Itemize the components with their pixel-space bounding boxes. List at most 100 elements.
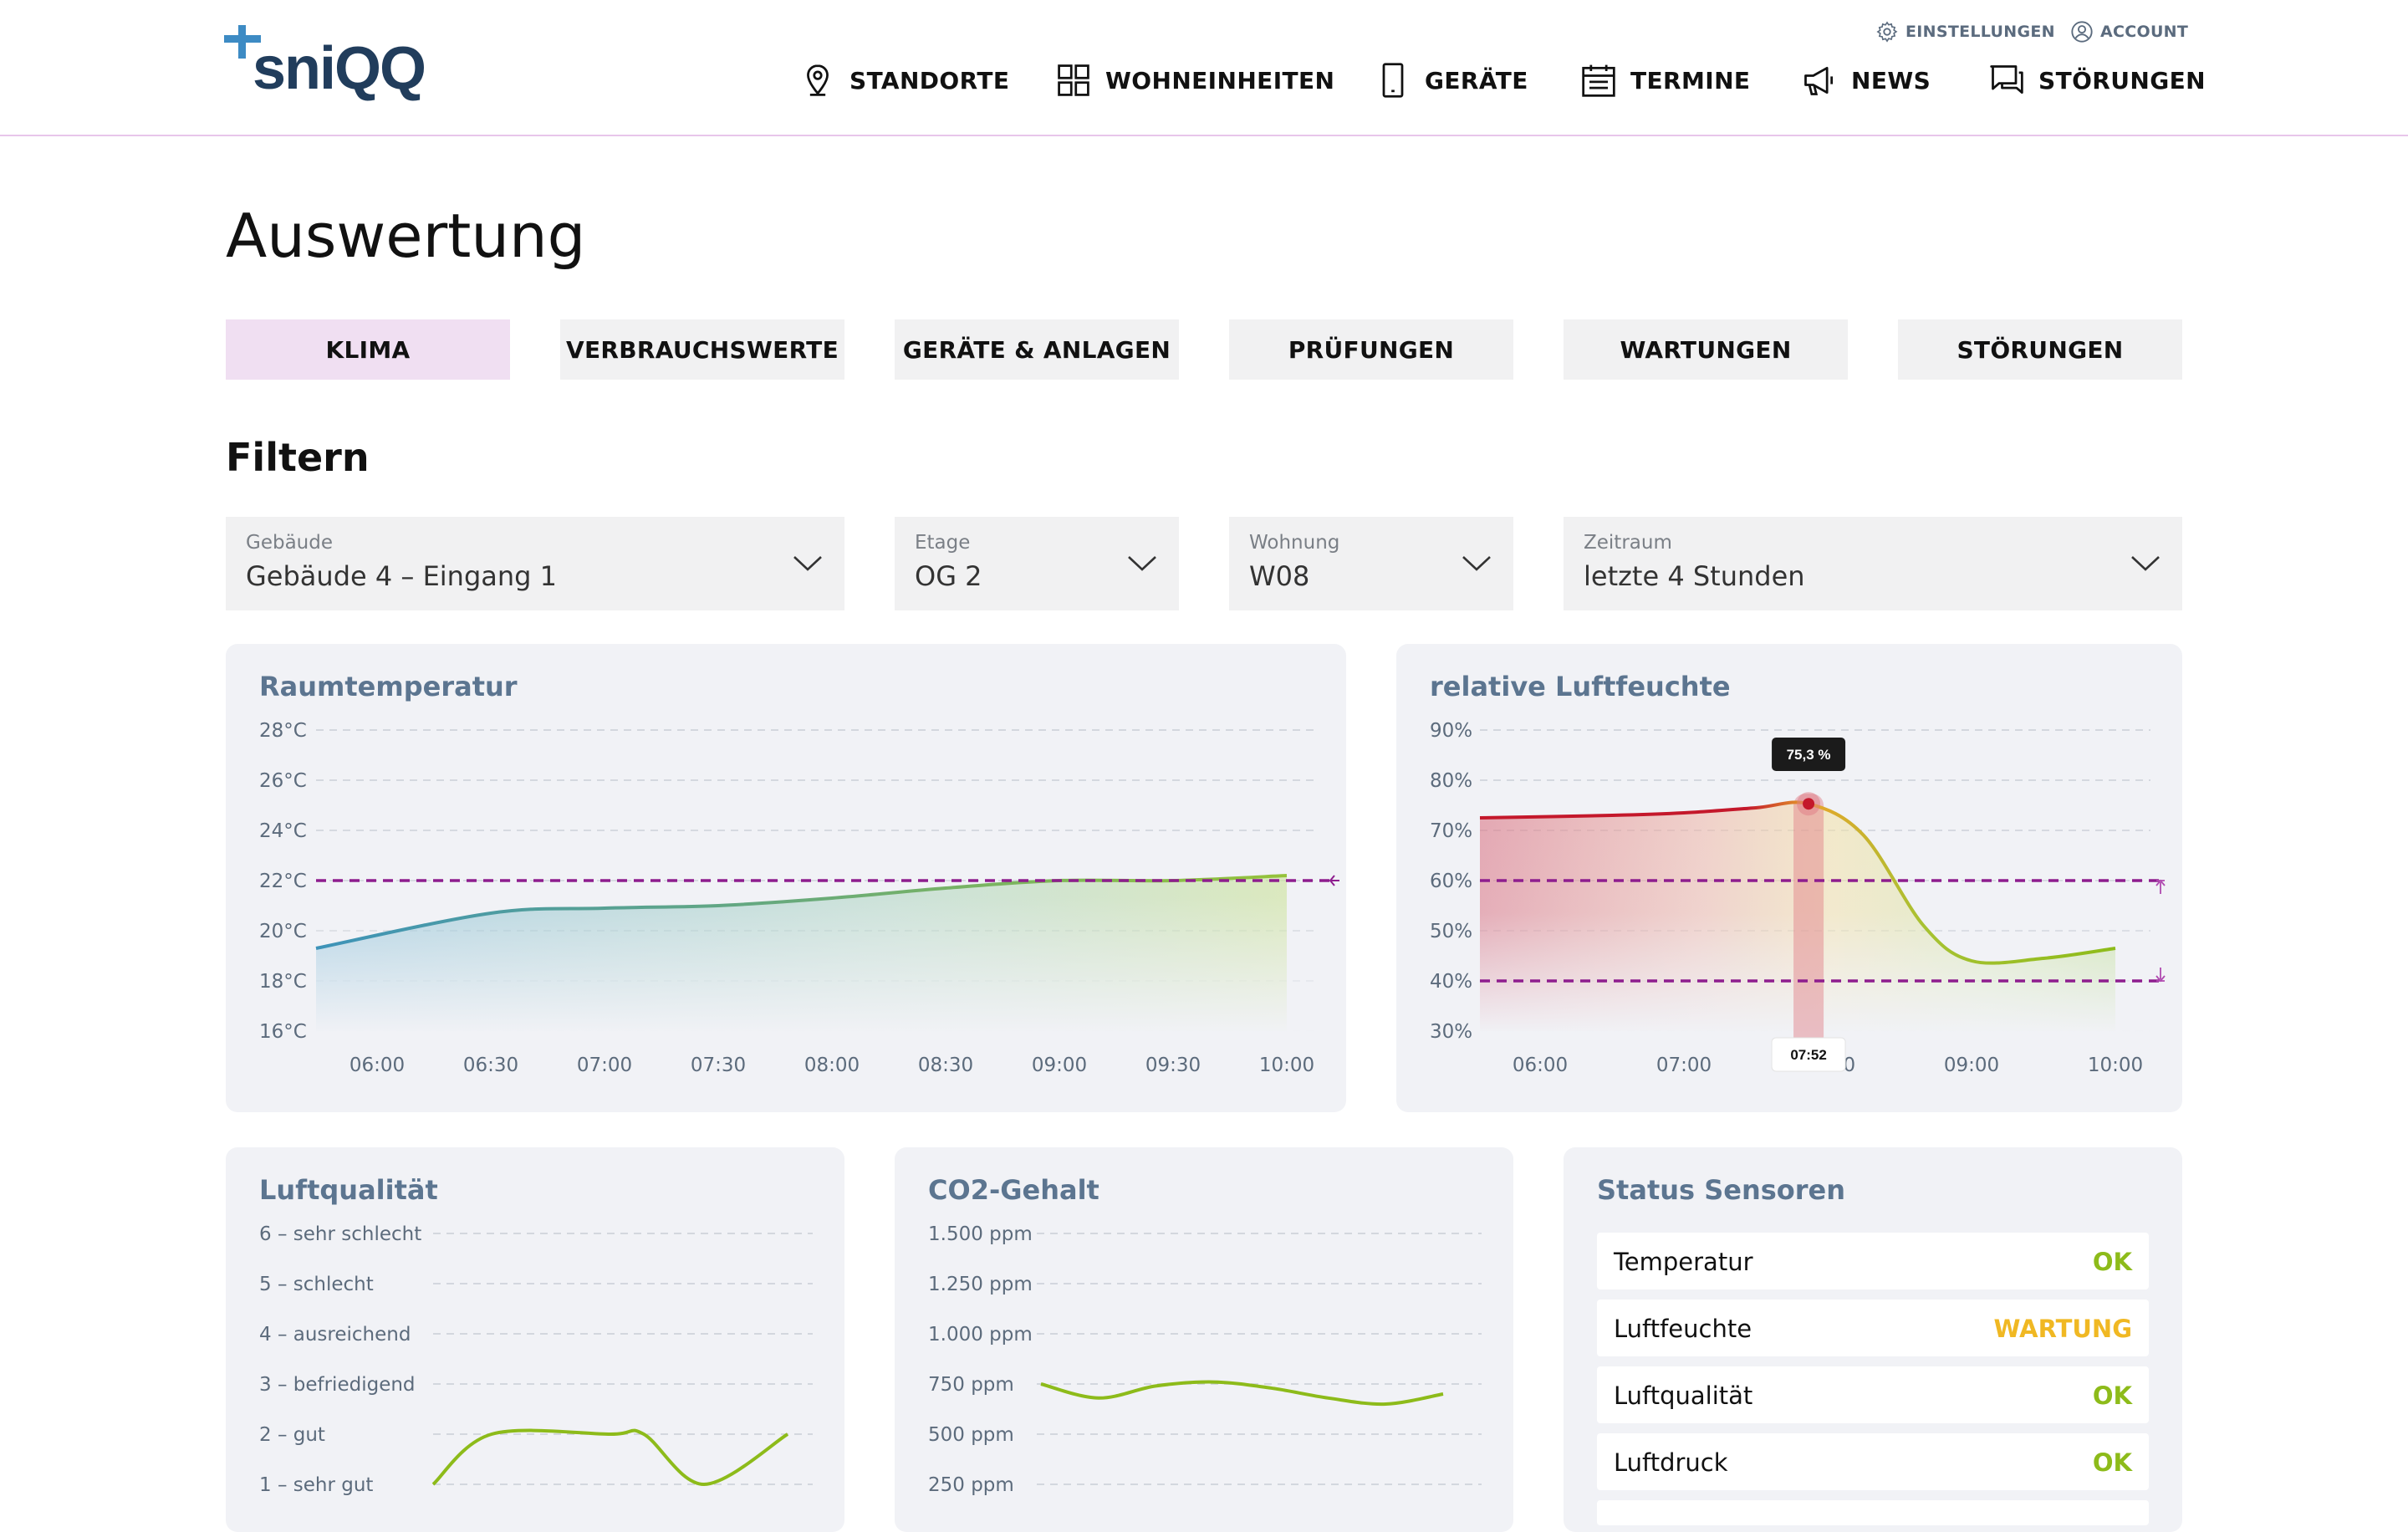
y-tick-label: 1.000 ppm (928, 1324, 1033, 1346)
air-quality-card: Luftqualität 6 – sehr schlecht 5 – schlec… (226, 1147, 844, 1532)
nav-item-termine[interactable]: TERMINE (1580, 62, 1750, 99)
air-quality-chart[interactable]: 6 – sehr schlecht 5 – schlecht 4 – ausreic… (226, 1147, 844, 1505)
apartment-select-label: Wohnung (1249, 532, 1340, 554)
x-tick-label: 07:00 (1656, 1055, 1712, 1076)
x-tick-label: 07:00 (577, 1055, 632, 1076)
y-tick-label: 6 – sehr schlecht (259, 1223, 421, 1245)
tooltip-time: 07:52 (1790, 1047, 1826, 1063)
tab-geraete-anlagen[interactable]: GERÄTE & ANLAGEN (895, 319, 1179, 380)
limit-marker-icon (1329, 875, 1339, 886)
nav-item-stoerungen[interactable]: STÖRUNGEN (1988, 62, 2206, 99)
tab-wartungen[interactable]: WARTUNGEN (1564, 319, 1848, 380)
tab-stoerungen[interactable]: STÖRUNGEN (1898, 319, 2182, 380)
megaphone-icon (1804, 66, 1834, 95)
nav-label: GERÄTE (1425, 66, 1528, 94)
temperature-line (315, 874, 1288, 950)
account-label: ACCOUNT (2100, 23, 2189, 41)
nav-label: NEWS (1851, 66, 1931, 94)
building-select-label: Gebäude (246, 532, 333, 554)
chevron-down-icon (2131, 556, 2160, 571)
x-tick-label: 09:00 (1944, 1055, 1999, 1076)
y-tick-label: 40% (1430, 971, 1472, 993)
tab-klima[interactable]: KLIMA (226, 319, 510, 380)
status-name: Temperatur (1614, 1248, 1753, 1276)
apartment-select-value: W08 (1249, 560, 1310, 592)
temperature-chart[interactable]: 28°C 26°C 24°C 22°C 20°C 18°C 16°C 06:00 06:30 07… (226, 644, 1346, 1112)
chevron-down-icon (1128, 556, 1156, 571)
chart-title: CO2-Gehalt (928, 1174, 1099, 1206)
page-title: Auswertung (226, 201, 586, 271)
y-tick-label: 3 – befriedigend (259, 1374, 416, 1396)
y-tick-label: 60% (1430, 871, 1472, 892)
status-value: OK (2092, 1448, 2132, 1477)
x-tick-label: 09:30 (1145, 1055, 1201, 1076)
status-value: OK (2092, 1248, 2132, 1276)
sniqq-logo[interactable]: sniQQ (224, 25, 433, 109)
period-select-value: letzte 4 Stunden (1584, 560, 1805, 592)
temperature-card: Raumtemperatur 28°C 26°C 24°C 22°C 20°C 18°C 1… (226, 644, 1346, 1112)
chevron-down-icon (1462, 556, 1491, 571)
x-tick-label: 09:00 (1032, 1055, 1087, 1076)
floor-select-value: OG 2 (915, 560, 982, 592)
tab-pruefungen[interactable]: PRÜFUNGEN (1229, 319, 1513, 380)
y-tick-label: 5 – schlecht (259, 1274, 374, 1295)
humidity-card: relative Luftfeuchte 90% 80% 70% 60% 50% 40% 3… (1396, 644, 2182, 1112)
y-tick-label: 22°C (259, 871, 307, 892)
nav-item-standorte[interactable]: STANDORTE (799, 62, 1009, 99)
period-select-label: Zeitraum (1584, 532, 1672, 554)
x-tick-label: 07:30 (691, 1055, 746, 1076)
y-tick-label: 18°C (259, 971, 307, 993)
nav-item-geraete[interactable]: GERÄTE (1375, 62, 1528, 99)
nav-item-news[interactable]: NEWS (1801, 62, 1931, 99)
nav-label: TERMINE (1630, 66, 1751, 94)
y-tick-label: 2 – gut (259, 1424, 325, 1446)
period-select[interactable]: Zeitraum letzte 4 Stunden (1564, 517, 2182, 610)
nav-item-wohneinheiten[interactable]: WOHNEINHEITEN (1055, 62, 1334, 99)
x-tick-label: 08:30 (918, 1055, 973, 1076)
humidity-line (1479, 800, 2116, 965)
y-tick-label: 250 ppm (928, 1474, 1014, 1496)
x-tick-label: 08:00 (804, 1055, 860, 1076)
settings-link[interactable]: EINSTELLUNGEN (1875, 20, 2055, 43)
x-tick-label: 06:30 (463, 1055, 518, 1076)
status-title: Status Sensoren (1597, 1174, 1846, 1206)
y-tick-label: 1.500 ppm (928, 1223, 1033, 1245)
humidity-chart[interactable]: 90%80%70%60%50%40%30%06:0007:0008:0009:0… (1396, 644, 2182, 1112)
status-row-partial (1597, 1500, 2149, 1525)
y-tick-label: 750 ppm (928, 1374, 1014, 1396)
chart-title: relative Luftfeuchte (1430, 671, 1731, 702)
floor-select[interactable]: Etage OG 2 (895, 517, 1179, 610)
co2-line (1040, 1380, 1444, 1407)
status-value: OK (2092, 1381, 2132, 1410)
nav-label: WOHNEINHEITEN (1105, 66, 1335, 94)
chevron-down-icon (793, 556, 822, 571)
tab-verbrauchswerte[interactable]: VERBRAUCHSWERTE (560, 319, 844, 380)
co2-card: CO2-Gehalt 1.500 ppm 1.250 ppm 1.000 ppm 75… (895, 1147, 1513, 1532)
x-tick-label: 06:00 (1513, 1055, 1568, 1076)
hover-band (1793, 794, 1824, 1071)
y-tick-label: 80% (1430, 770, 1472, 792)
status-value: WARTUNG (1993, 1315, 2132, 1343)
device-icon (1382, 63, 1404, 98)
logo-text: sniQQ (253, 35, 425, 102)
chat-icon (1990, 65, 2023, 94)
tooltip-value: 75,3 % (1787, 747, 1831, 763)
y-tick-label: 70% (1430, 820, 1472, 842)
y-tick-label: 50% (1430, 921, 1472, 942)
settings-label: EINSTELLUNGEN (1905, 23, 2055, 41)
y-tick-label: 4 – ausreichend (259, 1324, 411, 1346)
x-tick-label: 10:00 (2088, 1055, 2143, 1076)
top-header: sniQQ EINSTELLUNGEN ACCOUNT STANDORTE WO… (0, 0, 2408, 136)
y-tick-label: 24°C (259, 820, 307, 842)
status-row-temperatur: Temperatur OK (1597, 1233, 2149, 1289)
apartment-select[interactable]: Wohnung W08 (1229, 517, 1513, 610)
account-link[interactable]: ACCOUNT (2070, 20, 2188, 43)
building-select[interactable]: Gebäude Gebäude 4 – Eingang 1 (226, 517, 844, 610)
limit-marker-icon (2155, 968, 2166, 983)
peak-point (1803, 798, 1815, 810)
x-tick-label: 06:00 (349, 1055, 405, 1076)
calendar-icon (1582, 64, 1615, 97)
tooltip-time-box (1771, 1037, 1846, 1072)
co2-chart[interactable]: 1.500 ppm 1.250 ppm 1.000 ppm 750 ppm 500 pp… (895, 1147, 1513, 1505)
nav-label: STANDORTE (849, 66, 1010, 94)
